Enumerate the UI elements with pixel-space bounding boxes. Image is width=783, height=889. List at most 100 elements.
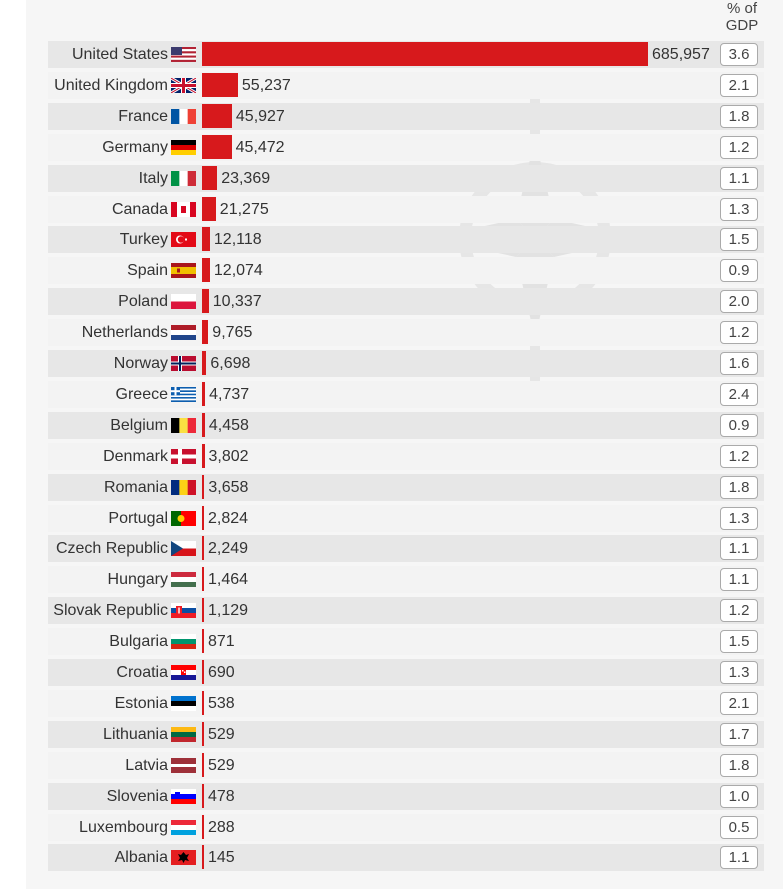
country-label: Canada (111, 201, 168, 218)
bar (202, 536, 204, 560)
value-label: 45,472 (235, 139, 285, 156)
bar (202, 722, 204, 746)
bar (202, 845, 204, 869)
value-label: 4,458 (208, 417, 249, 434)
gdp-percent-badge: 1.3 (720, 661, 758, 684)
gdp-percent-badge: 3.6 (720, 43, 758, 66)
dk-flag-icon (171, 449, 196, 464)
bar (202, 289, 209, 313)
value-label: 6,698 (210, 355, 251, 372)
country-label: Bulgaria (109, 633, 168, 650)
be-flag-icon (171, 418, 196, 433)
value-label: 55,237 (241, 77, 291, 94)
chart-row: Estonia 538 2.1 (48, 690, 764, 717)
gdp-percent-badge: 1.8 (720, 476, 758, 499)
chart-row: Latvia 529 1.8 (48, 752, 764, 779)
country-label: Norway (113, 355, 168, 372)
gdp-percent-badge: 1.5 (720, 228, 758, 251)
country-label: Albania (114, 849, 168, 866)
gdp-percent-badge: 1.6 (720, 352, 758, 375)
bar (202, 42, 648, 66)
chart-row: France 45,927 1.8 (48, 103, 764, 130)
it-flag-icon (171, 171, 196, 186)
bar (202, 320, 209, 344)
pt-flag-icon (171, 511, 196, 526)
bar (202, 660, 204, 684)
cz-flag-icon (171, 541, 196, 556)
ca-flag-icon (171, 202, 196, 217)
bar (202, 197, 216, 221)
chart-row: Netherlands 9,765 1.2 (48, 319, 764, 346)
country-label: France (118, 108, 168, 125)
chart-row: Czech Republic 2,249 1.1 (48, 535, 764, 562)
pl-flag-icon (171, 294, 196, 309)
country-label: Slovak Republic (53, 602, 168, 619)
si-flag-icon (171, 789, 196, 804)
lv-flag-icon (171, 758, 196, 773)
country-label: Romania (103, 479, 168, 496)
country-label: Netherlands (81, 324, 168, 341)
bar (202, 166, 218, 190)
gdp-percent-badge: 1.1 (720, 167, 758, 190)
bar (202, 567, 204, 591)
value-label: 690 (208, 664, 235, 681)
gdp-percent-badge: 1.0 (720, 785, 758, 808)
country-label: Hungary (107, 571, 168, 588)
bar (202, 629, 204, 653)
bar (202, 784, 204, 808)
gdp-percent-badge: 1.2 (720, 445, 758, 468)
gr-flag-icon (171, 387, 196, 402)
value-label: 529 (208, 726, 235, 743)
country-label: Belgium (110, 417, 168, 434)
value-label: 23,369 (221, 170, 271, 187)
lu-flag-icon (171, 820, 196, 835)
gdp-percent-badge: 1.8 (720, 754, 758, 777)
chart-row: Portugal 2,824 1.3 (48, 505, 764, 532)
value-label: 3,802 (208, 448, 249, 465)
bar (202, 104, 232, 128)
chart-row: Germany 45,472 1.2 (48, 134, 764, 161)
bar (202, 598, 204, 622)
bar (202, 382, 206, 406)
chart-row: United Kingdom 55,237 2.1 (48, 72, 764, 99)
bar (202, 227, 210, 251)
gdp-percent-badge: 0.9 (720, 414, 758, 437)
no-flag-icon (171, 356, 196, 371)
country-label: Spain (127, 262, 168, 279)
gdp-percent-badge: 0.5 (720, 816, 758, 839)
es-flag-icon (171, 263, 196, 278)
gdp-header-line-2: GDP (725, 17, 759, 34)
bar (202, 815, 204, 839)
chart-row: Turkey 12,118 1.5 (48, 226, 764, 253)
gdp-percent-badge: 2.1 (720, 74, 758, 97)
value-label: 2,824 (208, 510, 249, 527)
gdp-percent-badge: 0.9 (720, 259, 758, 282)
gdp-percent-badge: 1.1 (720, 846, 758, 869)
gdp-percent-badge: 1.3 (720, 198, 758, 221)
bg-flag-icon (171, 634, 196, 649)
gdp-percent-badge: 1.2 (720, 599, 758, 622)
value-label: 871 (208, 633, 235, 650)
value-label: 12,118 (213, 231, 262, 248)
bar (202, 258, 210, 282)
chart-row: Belgium 4,458 0.9 (48, 412, 764, 439)
gdp-header-line-1: % of (726, 0, 757, 17)
fr-flag-icon (171, 109, 196, 124)
country-label: Italy (138, 170, 168, 187)
gb-flag-icon (171, 78, 196, 93)
chart-row: Poland 10,337 2.0 (48, 288, 764, 315)
gdp-percent-badge: 2.1 (720, 692, 758, 715)
chart-row: United States 685,957 3.6 (48, 41, 764, 68)
country-label: Germany (102, 139, 168, 156)
al-flag-icon (171, 850, 196, 865)
chart-row: Slovenia 478 1.0 (48, 783, 764, 810)
country-label: Croatia (116, 664, 168, 681)
bar (202, 73, 238, 97)
bar (202, 351, 207, 375)
value-label: 1,464 (208, 571, 249, 588)
value-label: 3,658 (208, 479, 249, 496)
hr-flag-icon (171, 665, 196, 680)
bar (202, 444, 205, 468)
value-label: 288 (208, 819, 235, 836)
value-label: 529 (208, 757, 235, 774)
